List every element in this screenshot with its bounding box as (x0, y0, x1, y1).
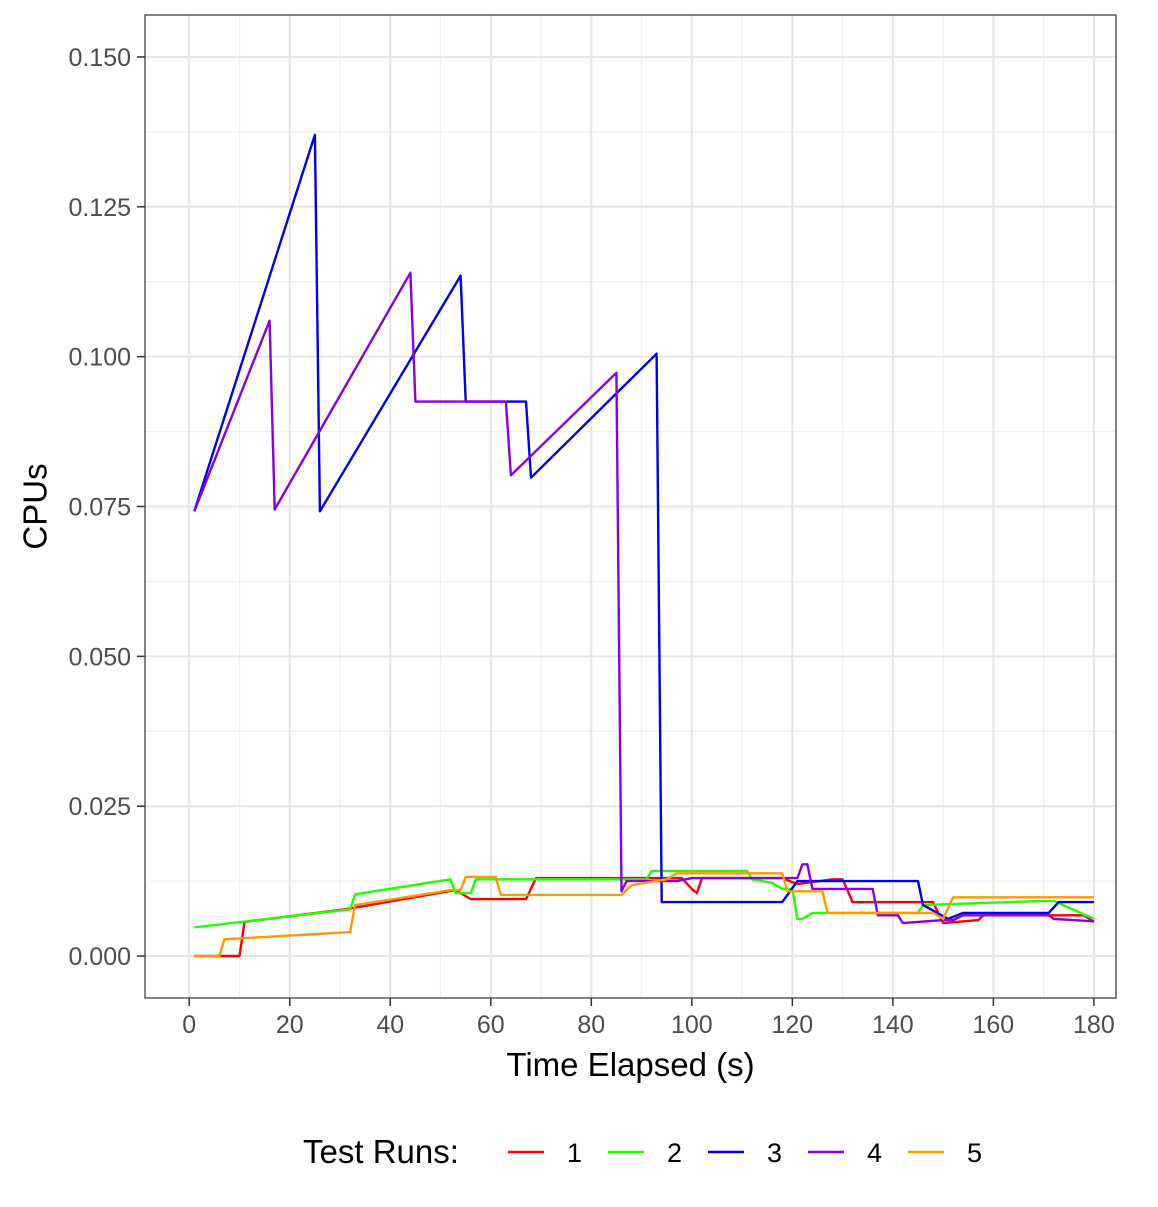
series-line-4 (193, 271, 1094, 925)
legend: Test Runs: 1 2 3 4 5 (303, 1133, 982, 1170)
x-tick-label: 60 (477, 1011, 505, 1039)
x-tick-label: 140 (872, 1011, 914, 1039)
y-tick-label: 0.150 (68, 44, 131, 72)
y-tick-label: 0.025 (68, 793, 131, 821)
x-tick-label: 0 (182, 1011, 196, 1039)
legend-label-5: 5 (967, 1138, 982, 1168)
legend-label-4: 4 (867, 1138, 882, 1168)
x-axis-title: Time Elapsed (s) (506, 1046, 754, 1083)
x-tick-label: 80 (577, 1011, 605, 1039)
x-tick-label: 20 (276, 1011, 304, 1039)
x-tick-label: 100 (671, 1011, 713, 1039)
series-layer (193, 133, 1095, 958)
x-tick-label: 180 (1073, 1011, 1115, 1039)
x-tick-label: 120 (771, 1011, 813, 1039)
y-tick-label: 0.000 (68, 943, 131, 971)
y-axis-title: CPUs (17, 463, 54, 549)
y-tick-label: 0.125 (68, 194, 131, 222)
y-tick-label: 0.100 (68, 344, 131, 372)
series-line-3 (193, 133, 1094, 921)
legend-title: Test Runs: (303, 1133, 459, 1170)
series-line-2 (194, 869, 1095, 929)
x-tick-label: 40 (376, 1011, 404, 1039)
y-axis: 0.000 0.025 0.050 0.075 0.100 0.125 0.150 (68, 44, 145, 971)
legend-label-3: 3 (767, 1138, 782, 1168)
x-axis: 0 20 40 60 80 100 120 140 160 180 (182, 998, 1115, 1039)
y-tick-label: 0.075 (68, 494, 131, 522)
series-line-5 (194, 872, 1094, 958)
legend-label-2: 2 (667, 1138, 682, 1168)
grid-major (145, 15, 1116, 998)
legend-label-1: 1 (567, 1138, 582, 1168)
y-tick-label: 0.050 (68, 643, 131, 671)
x-tick-label: 160 (973, 1011, 1015, 1039)
